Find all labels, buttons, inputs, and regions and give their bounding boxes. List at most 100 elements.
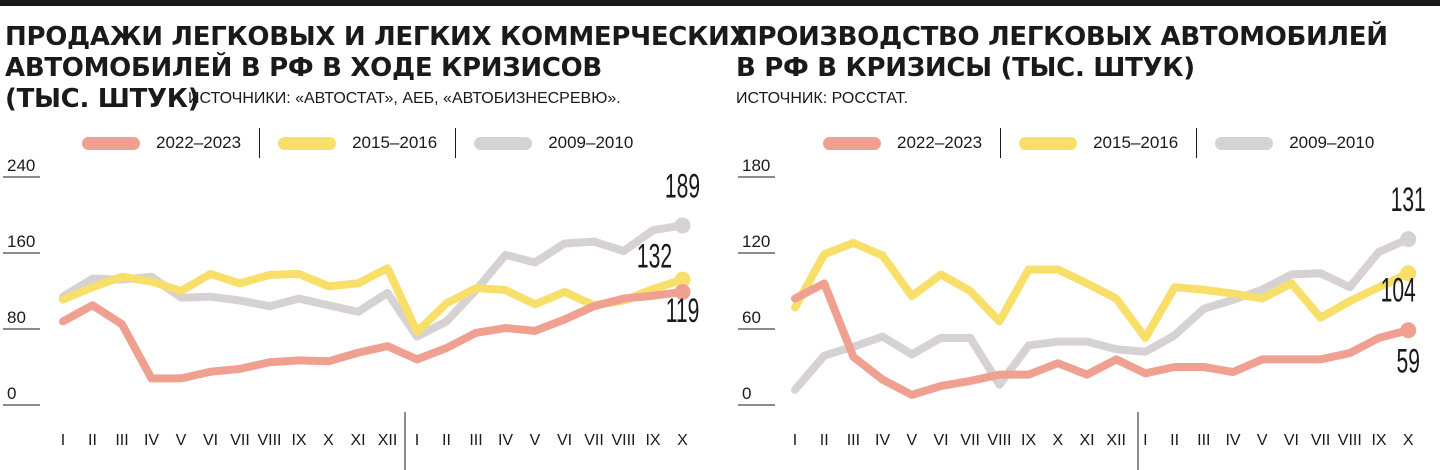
legend-label: 2009–2010 [1289,133,1375,152]
x-tick-label: VI [203,432,218,449]
x-tick-label: VIII [257,432,281,449]
x-tick-label: XI [350,432,365,449]
x-tick-label: II [88,432,97,449]
legend-label: 2009–2010 [548,133,634,152]
series-2009–2010: 189 [59,166,700,341]
legend-divider [1196,128,1198,158]
series-end-dot [674,271,691,288]
sales-chart-panel: ПРОДАЖИ ЛЕГКОВЫХ И ЛЕГКИХ КОММЕРЧЕСКИХ А… [3,22,750,470]
legend-item-2015: 2015–2016 [278,133,437,153]
x-tick-label: X [1052,432,1063,449]
x-tick-label: VI [933,432,948,449]
series-end-dot [674,217,691,234]
y-tick-label: 0 [7,384,16,403]
chart-unit: (ТЫС. ШТУК) [5,84,200,114]
y-tick-label: 240 [7,156,35,175]
x-tick-label: I [61,432,65,449]
x-tick-label: IX [1371,432,1386,449]
series-line [791,238,1413,342]
x-tick-label: X [1403,432,1414,449]
y-tick-label: 0 [742,384,751,403]
series-end-label: 104 [1381,270,1416,308]
chart-legend: 2022–2023 2015–2016 2009–2010 [823,128,1374,158]
x-tick-label: IX [645,432,660,449]
y-axis: 0 80 160 240 [3,156,40,406]
series-2015–2016: 132 [59,236,691,336]
series-end-label: 119 [666,291,700,329]
legend-swatch [82,136,140,150]
series-end-dot [674,283,691,300]
x-tick-label: XI [1079,432,1094,449]
x-tick-label: V [1257,432,1268,449]
y-tick-label: 160 [7,232,35,251]
series-end-label: 59 [1396,341,1419,379]
legend-divider [455,128,457,158]
series-line [59,287,687,383]
chart-title-line-2: АВТОМОБИЛЕЙ В РФ В ХОДЕ КРИЗИСОВ [5,53,602,83]
legend-item-2009: 2009–2010 [474,133,633,153]
series-2022–2023: 59 [791,279,1420,399]
legend-swatch [474,136,533,150]
legend-item-2015: 2015–2016 [1019,133,1178,153]
x-tick-label: VI [557,432,572,449]
x-tick-label: VIII [1338,432,1362,449]
x-tick-label: VII [1311,432,1331,449]
x-tick-label: IV [875,432,890,449]
chart-legend: 2022–2023 2015–2016 2009–2010 [82,128,633,158]
x-tick-label: III [469,432,482,449]
chart-title: ПРОДАЖИ ЛЕГКОВЫХ И ЛЕГКИХ КОММЕРЧЕСКИХ А… [5,22,750,115]
series-end-dot [1400,265,1417,282]
y-tick-label: 80 [7,308,26,327]
legend-divider [259,128,261,158]
legend-swatch [1019,136,1078,150]
series-2009–2010: 131 [791,180,1426,394]
x-tick-label: VII [230,432,250,449]
x-tick-label: VIII [611,432,635,449]
x-tick-label: I [1143,432,1147,449]
production-chart-panel: ПРОИЗВОДСТВО ЛЕГКОВЫХ АВТОМОБИЛЕЙ В РФ В… [720,0,1440,470]
chart-source: ИСТОЧНИКИ: «АВТОСТАТ», АЕБ, «АВТОБИЗНЕСР… [188,90,621,107]
y-tick-label: 60 [742,308,761,327]
x-tick-label: VII [960,432,980,449]
x-tick-label: IV [144,432,159,449]
x-tick-label: IV [498,432,513,449]
series-end-label: 132 [637,236,672,274]
x-tick-label: III [115,432,128,449]
x-tick-label: VI [1284,432,1299,449]
chart-title-line-2: В РФ В КРИЗИСЫ (ТЫС. ШТУК) [736,53,1195,83]
legend-label: 2022–2023 [897,133,983,152]
series-line [791,279,1413,399]
y-tick-label: 120 [742,232,770,251]
x-tick-label: I [415,432,419,449]
x-tick-label: V [906,432,917,449]
legend-label: 2015–2016 [352,133,438,152]
x-tick-label: II [1170,432,1179,449]
legend-item-2022: 2022–2023 [82,133,241,153]
x-tick-label: VII [584,432,604,449]
y-axis: 0 60 120 180 [738,156,775,406]
x-tick-label: XII [378,432,398,449]
legend-label: 2015–2016 [1093,133,1179,152]
x-tick-label: II [820,432,829,449]
legend-divider [1000,128,1002,158]
x-axis: I II III IV V VI VII VIII IX X XI XII I II III IV V VI VII… [61,432,688,449]
series-end-label: 189 [665,166,700,204]
x-axis: I II III IV V VI VII VIII IX X XI XII I II III IV V VI VII… [793,432,1414,449]
x-tick-label: V [176,432,187,449]
legend-item-2009: 2009–2010 [1215,133,1374,153]
legend-item-2022: 2022–2023 [823,133,982,153]
series-end-dot [1400,322,1417,339]
x-tick-label: V [530,432,541,449]
x-tick-label: III [847,432,860,449]
series-2022–2023: 119 [59,283,700,383]
legend-label: 2022–2023 [156,133,242,152]
series-end-label: 131 [1391,180,1426,218]
x-tick-label: VIII [987,432,1011,449]
chart-title-line-1: ПРОДАЖИ ЛЕГКОВЫХ И ЛЕГКИХ КОММЕРЧЕСКИХ [5,22,750,52]
x-tick-label: IX [291,432,306,449]
x-tick-label: XII [1106,432,1126,449]
x-tick-label: IV [1225,432,1240,449]
legend-swatch [278,136,337,150]
